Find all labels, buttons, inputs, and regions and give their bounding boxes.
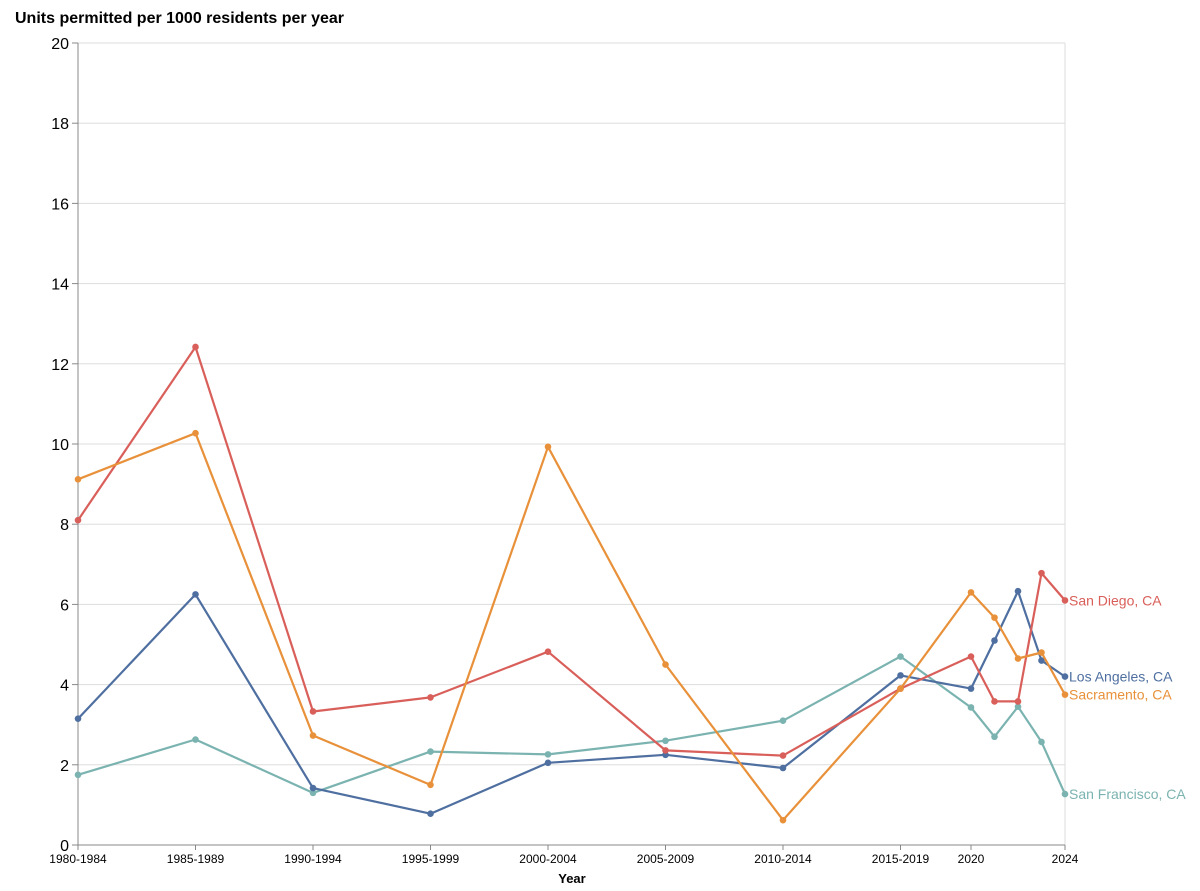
x-tick-label: 2015-2019 bbox=[872, 852, 930, 866]
y-tick-label: 0 bbox=[60, 838, 69, 855]
data-point bbox=[662, 747, 669, 754]
y-tick-label: 4 bbox=[60, 678, 69, 695]
data-point bbox=[544, 648, 552, 656]
data-point bbox=[192, 591, 199, 598]
x-tick-label: 2020 bbox=[958, 852, 985, 866]
data-point bbox=[427, 748, 434, 755]
data-point bbox=[74, 475, 82, 483]
x-tick-label: 2000-2004 bbox=[519, 852, 577, 866]
y-tick-label: 2 bbox=[60, 758, 69, 775]
data-point bbox=[544, 443, 552, 451]
data-point bbox=[309, 708, 317, 715]
data-point bbox=[662, 737, 669, 745]
chart-title: Units permitted per 1000 residents per y… bbox=[15, 10, 344, 27]
series-line-2 bbox=[77, 345, 1066, 757]
data-point bbox=[1038, 649, 1045, 656]
data-point bbox=[967, 589, 975, 596]
series-labels: San Francisco, CA Los Angeles, CA San Dieg… bbox=[1069, 592, 1186, 802]
y-tick-label: 14 bbox=[51, 277, 69, 294]
data-point bbox=[897, 685, 904, 692]
data-point bbox=[427, 810, 434, 818]
data-point bbox=[991, 733, 998, 741]
series-lines bbox=[74, 343, 1069, 824]
data-point bbox=[74, 516, 82, 524]
data-point bbox=[192, 343, 199, 351]
data-point bbox=[427, 781, 434, 789]
series-end-label: San Diego, CA bbox=[1069, 592, 1162, 608]
data-point bbox=[967, 653, 975, 660]
data-point bbox=[779, 717, 787, 724]
series-end-label: Los Angeles, CA bbox=[1069, 669, 1173, 685]
series-end-label: San Francisco, CA bbox=[1069, 786, 1186, 802]
data-point bbox=[1038, 569, 1045, 577]
data-point bbox=[897, 672, 904, 679]
x-axis-title: Year bbox=[558, 871, 585, 886]
data-point bbox=[74, 715, 82, 722]
data-point bbox=[1014, 698, 1022, 705]
y-tick-label: 12 bbox=[51, 357, 69, 374]
data-point bbox=[1061, 673, 1069, 680]
data-point bbox=[192, 429, 199, 437]
data-point bbox=[192, 736, 199, 743]
x-tick-label: 2005-2009 bbox=[637, 852, 695, 866]
x-tick-label: 2010-2014 bbox=[754, 852, 812, 866]
series-end-label: Sacramento, CA bbox=[1069, 687, 1172, 703]
x-tick-label: 1985-1989 bbox=[167, 852, 225, 866]
data-point bbox=[309, 789, 317, 797]
data-point bbox=[991, 637, 998, 644]
gridlines bbox=[78, 42, 1065, 846]
x-tick-label: 1980-1984 bbox=[49, 852, 107, 866]
x-tick-label: 1995-1999 bbox=[402, 852, 460, 866]
y-tick-label: 16 bbox=[51, 196, 69, 213]
data-point bbox=[1014, 655, 1022, 662]
series-line-1 bbox=[77, 590, 1066, 815]
series-line-0 bbox=[77, 655, 1067, 795]
data-point bbox=[1014, 703, 1022, 710]
data-point bbox=[1061, 790, 1069, 798]
data-point bbox=[991, 698, 998, 705]
data-point bbox=[309, 784, 317, 792]
data-point bbox=[427, 694, 434, 701]
data-point bbox=[779, 764, 787, 772]
data-point bbox=[779, 752, 787, 759]
data-point bbox=[1038, 657, 1045, 664]
data-point bbox=[1038, 738, 1045, 746]
data-point bbox=[1014, 587, 1022, 595]
data-point bbox=[309, 732, 317, 739]
y-tick-label: 10 bbox=[51, 437, 69, 454]
data-point bbox=[544, 759, 552, 767]
y-tick-label: 6 bbox=[60, 597, 69, 614]
data-point bbox=[779, 816, 787, 824]
data-point bbox=[662, 661, 669, 668]
data-point bbox=[897, 653, 904, 660]
data-point bbox=[74, 771, 82, 779]
x-tick-label: 2024 bbox=[1052, 852, 1079, 866]
data-point bbox=[544, 751, 552, 758]
data-point bbox=[967, 685, 975, 692]
y-tick-label: 8 bbox=[60, 517, 69, 534]
data-point bbox=[991, 614, 998, 621]
x-axis-ticks: 1980-1984 1985-1989 1990-1994 1995-1999 2000… bbox=[49, 845, 1079, 866]
data-point bbox=[1061, 597, 1069, 604]
data-point bbox=[967, 704, 975, 711]
y-tick-label: 20 bbox=[51, 36, 69, 53]
x-tick-label: 1990-1994 bbox=[284, 852, 342, 866]
y-tick-label: 18 bbox=[51, 116, 69, 133]
data-point bbox=[1061, 691, 1069, 698]
y-axis-ticks: 0 2 4 6 8 10 12 14 16 18 20 bbox=[51, 36, 78, 855]
